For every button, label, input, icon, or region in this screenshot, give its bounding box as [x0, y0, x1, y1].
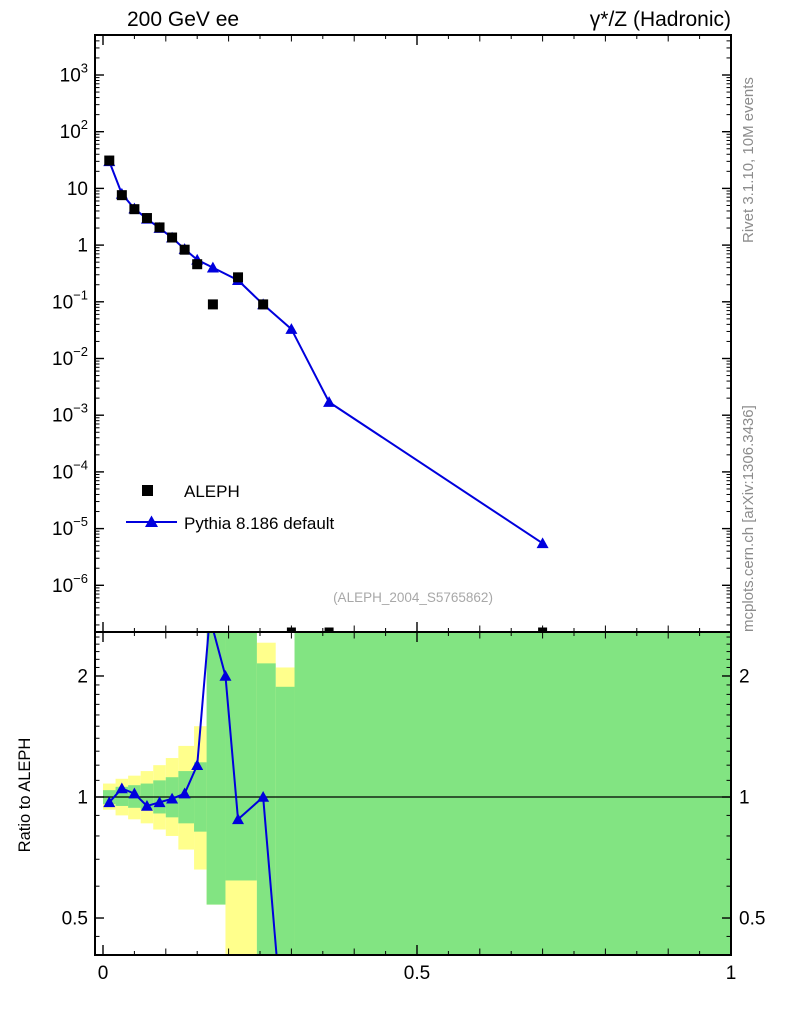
x-tick-label: 0.5 [404, 963, 430, 984]
ratio-tick-label-right: 2 [739, 666, 750, 687]
legend-label-pythia: Pythia 8.186 default [184, 514, 335, 533]
ratio-tick-label-right: 0.5 [739, 909, 765, 930]
ratio-triangle-marker [178, 787, 191, 799]
green-uncertainty-band-bin [275, 686, 295, 955]
data-offscale-marker [324, 627, 334, 632]
y-tick-label: 10−2 [52, 344, 88, 370]
uncertainty-bands [103, 632, 731, 955]
y-tick-label: 10−4 [52, 457, 88, 483]
axis-ticks [95, 34, 732, 955]
legend-square-marker-icon [142, 485, 153, 496]
ratio-triangle-marker [140, 799, 153, 811]
legend-triangle-marker-icon [145, 515, 158, 527]
mc-triangle-marker [536, 537, 549, 549]
ratio-tick-label-left: 0.5 [62, 909, 88, 930]
mc-prediction-line [108, 160, 544, 545]
ratio-triangle-marker [103, 796, 116, 808]
data-square-marker [129, 204, 140, 215]
data-square-marker [179, 244, 190, 255]
ratio-triangle-marker [153, 796, 166, 808]
data-square-marker [154, 222, 165, 233]
ratio-triangle-marker [219, 669, 232, 681]
mcplots-arxiv-caption: mcplots.cern.ch [arXiv:1306.3436] [740, 405, 757, 632]
y-tick-label: 102 [60, 117, 88, 143]
ratio-panel-content [95, 632, 731, 955]
page-title-left: 200 GeV ee [127, 8, 239, 31]
y-tick-label: 10 [67, 179, 88, 200]
data-square-marker [207, 299, 218, 310]
rivet-version-caption: Rivet 3.1.10, 10M events [740, 77, 757, 243]
legend-label-aleph: ALEPH [184, 482, 240, 501]
y-tick-label: 10−1 [52, 287, 88, 313]
data-square-marker [104, 155, 115, 166]
y-tick-label: 103 [60, 61, 88, 87]
green-uncertainty-band-bin [206, 632, 226, 905]
main-panel-content [103, 155, 549, 632]
data-square-marker [116, 190, 127, 201]
ratio-triangle-marker [115, 782, 128, 794]
ratio-triangle-marker [257, 791, 270, 802]
x-tick-label: 0 [98, 963, 109, 984]
legend: ALEPH Pythia 8.186 default [126, 482, 335, 533]
ratio-triangle-marker [166, 792, 179, 804]
ratio-y-axis-label: Ratio to ALEPH [16, 738, 34, 853]
y-tick-label: 10−3 [52, 401, 88, 427]
green-uncertainty-band-bin [225, 632, 257, 881]
data-square-marker [233, 272, 244, 283]
data-square-marker [167, 232, 178, 243]
data-square-marker [192, 259, 203, 270]
mc-triangle-marker [285, 323, 298, 334]
mc-triangle-marker [206, 261, 219, 273]
main-panel-frame [94, 34, 732, 633]
ratio-tick-label-left: 1 [77, 788, 88, 809]
ratio-triangle-marker [191, 759, 204, 770]
ratio-triangle-marker [232, 813, 245, 825]
ratio-panel-frame [94, 631, 732, 956]
ratio-tick-label-right: 1 [739, 788, 750, 809]
data-square-marker [141, 213, 152, 224]
y-tick-label: 10−5 [52, 514, 88, 540]
ratio-tick-label-left: 2 [77, 666, 88, 687]
data-square-marker [258, 299, 269, 310]
y-tick-label: 1 [77, 236, 88, 257]
ratio-triangle-marker [128, 787, 141, 799]
page-title-right: γ*/Z (Hadronic) [590, 8, 731, 31]
mc-triangle-marker [323, 396, 336, 407]
green-uncertainty-band-bin [294, 632, 731, 955]
x-tick-label: 1 [726, 963, 737, 984]
y-tick-label: 10−6 [52, 571, 88, 597]
analysis-watermark: (ALEPH_2004_S5765862) [333, 590, 493, 605]
